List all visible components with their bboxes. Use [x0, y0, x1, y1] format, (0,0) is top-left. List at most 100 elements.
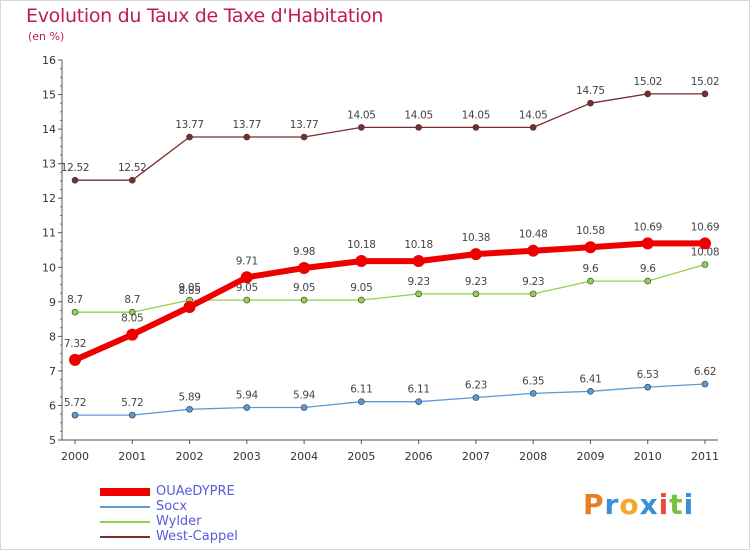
- x-tick-label: 2009: [576, 450, 604, 463]
- legend-label: Socx: [156, 499, 188, 514]
- legend-swatch: [100, 536, 150, 538]
- data-label: 14.05: [519, 109, 548, 121]
- data-label: 6.11: [408, 384, 430, 396]
- data-point: [240, 271, 253, 284]
- data-label: 5.94: [236, 390, 259, 402]
- data-point: [412, 255, 425, 268]
- x-tick-label: 2004: [290, 450, 318, 463]
- data-label: 14.05: [347, 109, 376, 121]
- x-tick-label: 2005: [347, 450, 375, 463]
- data-label: 10.69: [633, 221, 662, 233]
- data-label: 14.05: [404, 109, 433, 121]
- data-label: 10.18: [404, 239, 433, 251]
- data-label: 6.62: [694, 366, 716, 378]
- data-point: [529, 390, 537, 397]
- y-tick-label: 10: [42, 261, 56, 274]
- data-point: [243, 404, 251, 411]
- data-point: [186, 405, 193, 413]
- data-point: [71, 411, 79, 419]
- data-label: 10.08: [691, 247, 720, 259]
- y-tick-label: 5: [49, 434, 56, 447]
- data-point: [644, 90, 652, 98]
- data-point: [183, 301, 196, 313]
- data-label: 9.05: [178, 282, 200, 294]
- data-label: 6.53: [637, 369, 659, 381]
- data-point: [358, 398, 365, 405]
- data-label: 7.32: [64, 338, 86, 350]
- data-label: 10.58: [576, 225, 605, 237]
- data-point: [529, 124, 537, 131]
- logo-letter: o: [619, 488, 640, 521]
- data-label: 5.94: [293, 390, 316, 402]
- data-label: 6.23: [465, 380, 487, 392]
- data-label: 9.05: [350, 282, 372, 294]
- data-point: [300, 133, 308, 141]
- data-point: [644, 277, 652, 285]
- data-point: [701, 380, 709, 388]
- data-label: 13.77: [175, 119, 204, 131]
- y-tick-label: 12: [42, 192, 56, 205]
- data-point: [587, 387, 594, 395]
- logo-letter: i: [658, 488, 670, 521]
- data-point: [298, 261, 311, 274]
- proxiti-logo: Proxiti: [583, 488, 694, 521]
- legend-label: OUAeDYPRE: [156, 484, 235, 499]
- x-tick-label: 2007: [462, 450, 490, 463]
- legend-item: OUAeDYPRE: [100, 484, 238, 499]
- data-point: [701, 90, 709, 98]
- data-point: [358, 296, 365, 304]
- logo-letter: P: [583, 488, 605, 521]
- data-point: [128, 308, 136, 316]
- legend-item: Socx: [100, 499, 238, 514]
- data-label: 9.71: [236, 255, 258, 267]
- data-label: 13.77: [233, 119, 262, 131]
- data-label: 10.38: [462, 232, 491, 244]
- data-point: [300, 404, 308, 411]
- data-label: 9.6: [640, 263, 656, 275]
- data-label: 15.02: [633, 76, 662, 88]
- data-label: 9.23: [408, 276, 430, 288]
- data-label: 9.98: [293, 246, 315, 258]
- y-tick-label: 7: [49, 365, 56, 378]
- logo-letter: i: [683, 488, 695, 521]
- data-point: [644, 383, 652, 391]
- data-point: [587, 277, 594, 285]
- legend-item: Wylder: [100, 514, 238, 529]
- data-label: 8.7: [67, 294, 83, 306]
- data-point: [415, 124, 422, 131]
- data-point: [699, 237, 711, 250]
- data-point: [415, 290, 422, 298]
- data-label: 8.05: [121, 313, 143, 325]
- data-point: [128, 411, 136, 419]
- data-label: 10.69: [691, 221, 720, 233]
- data-label: 8.85: [178, 285, 200, 297]
- series-line-West-Cappel: [75, 93, 705, 181]
- data-label: 5.72: [121, 397, 143, 409]
- data-label: 6.11: [350, 384, 372, 396]
- x-tick-label: 2010: [634, 450, 662, 463]
- data-point: [641, 237, 654, 250]
- data-point: [71, 176, 79, 184]
- logo-letter: r: [604, 488, 620, 521]
- y-tick-label: 16: [42, 54, 56, 67]
- legend-label: West-Cappel: [156, 529, 238, 544]
- legend-item: West-Cappel: [100, 529, 238, 544]
- x-tick-label: 2002: [176, 450, 204, 463]
- data-point: [355, 255, 368, 268]
- chart-title: Evolution du Taux de Taxe d'Habitation: [26, 5, 384, 27]
- x-tick-label: 2001: [118, 450, 146, 463]
- data-label: 8.7: [124, 294, 140, 306]
- legend-swatch: [100, 521, 150, 523]
- data-label: 6.41: [579, 373, 601, 385]
- data-label: 9.6: [583, 263, 599, 275]
- data-label: 6.35: [522, 375, 544, 387]
- data-point: [472, 290, 480, 298]
- data-point: [243, 296, 251, 304]
- y-tick-label: 11: [42, 227, 56, 240]
- data-label: 13.77: [290, 119, 319, 131]
- data-label: 9.23: [465, 276, 487, 288]
- chart-subtitle: (en %): [28, 30, 65, 43]
- y-tick-label: 13: [42, 158, 56, 171]
- x-tick-label: 2006: [405, 450, 433, 463]
